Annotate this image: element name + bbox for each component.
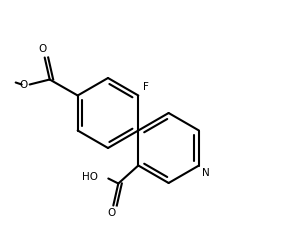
- Text: HO: HO: [82, 173, 98, 183]
- Text: O: O: [107, 208, 115, 218]
- Text: N: N: [202, 169, 210, 178]
- Text: O: O: [39, 45, 47, 55]
- Text: O: O: [19, 79, 28, 89]
- Text: F: F: [143, 81, 149, 91]
